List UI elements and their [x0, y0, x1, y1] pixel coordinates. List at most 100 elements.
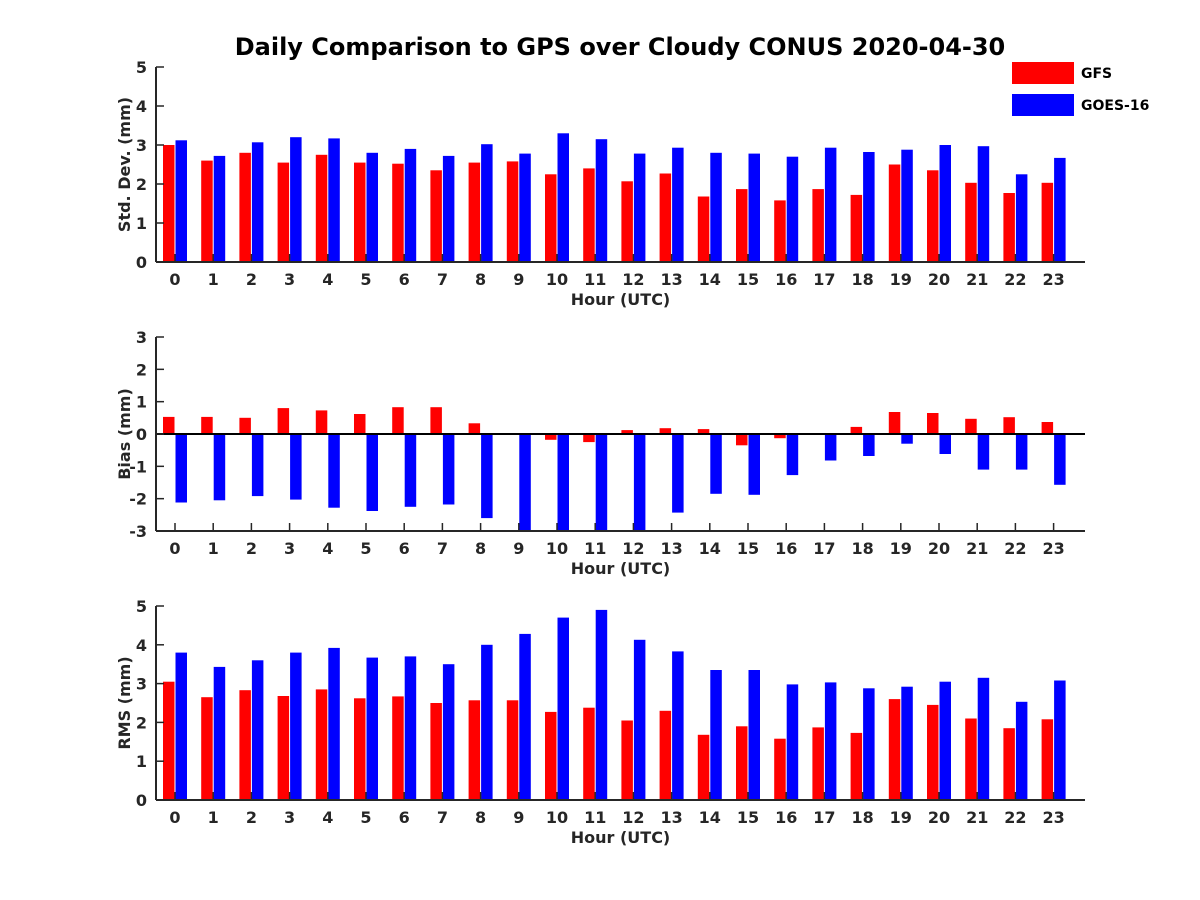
bar-goes-16-hour-13	[672, 147, 684, 262]
bar-goes-16-hour-0	[175, 140, 187, 262]
bar-gfs-hour-11	[583, 168, 595, 262]
x-tick-label: 11	[584, 808, 606, 827]
bar-goes-16-hour-6	[404, 148, 417, 262]
bar-goes-16-hour-19	[901, 686, 913, 800]
y-tick-label: 5	[136, 597, 147, 616]
y-tick-label: 1	[136, 393, 147, 412]
bar-goes-16-hour-23	[1054, 680, 1066, 800]
bar-goes-16-hour-4	[328, 434, 340, 508]
bar-gfs-hour-1	[201, 160, 213, 262]
x-tick-label: 11	[584, 270, 606, 289]
bar-goes-16-hour-22	[1015, 174, 1028, 263]
x-tick-label: 3	[284, 270, 295, 289]
x-tick-label: 1	[208, 539, 219, 558]
y-tick-label: 0	[136, 791, 147, 810]
bar-gfs-hour-0	[163, 145, 175, 262]
y-axis-label: RMS (mm)	[115, 656, 134, 749]
bar-gfs-hour-6	[392, 407, 404, 434]
bar-goes-16-hour-22	[1015, 434, 1028, 470]
bar-gfs-hour-12	[621, 720, 633, 800]
bar-goes-16-hour-21	[977, 434, 990, 470]
bar-gfs-hour-14	[697, 196, 710, 262]
bar-goes-16-hour-18	[863, 688, 875, 800]
bar-gfs-hour-4	[315, 154, 328, 263]
x-tick-label: 17	[813, 539, 835, 558]
chart-title: Daily Comparison to GPS over Cloudy CONU…	[235, 33, 1006, 61]
bar-goes-16-hour-12	[633, 639, 646, 800]
bar-goes-16-hour-11	[595, 139, 608, 262]
bar-goes-16-hour-15	[748, 434, 760, 495]
bar-goes-16-hour-4	[328, 647, 340, 800]
bar-gfs-hour-13	[659, 710, 672, 800]
x-tick-label: 13	[660, 270, 682, 289]
bar-gfs-hour-4	[315, 689, 328, 800]
x-tick-label: 23	[1042, 808, 1064, 827]
x-tick-label: 2	[246, 808, 257, 827]
bar-gfs-hour-15	[736, 189, 748, 262]
bar-gfs-hour-18	[850, 732, 863, 800]
x-tick-label: 5	[360, 539, 371, 558]
y-tick-label: 2	[136, 713, 147, 732]
bar-goes-16-hour-13	[672, 651, 684, 800]
bar-goes-16-hour-19	[901, 149, 913, 262]
bar-goes-16-hour-17	[824, 434, 837, 461]
x-tick-label: 5	[360, 808, 371, 827]
x-tick-label: 3	[284, 808, 295, 827]
x-tick-label: 13	[660, 539, 682, 558]
x-tick-label: 1	[208, 808, 219, 827]
x-tick-label: 22	[1004, 808, 1026, 827]
bar-gfs-hour-21	[965, 182, 977, 262]
bar-gfs-hour-12	[621, 430, 633, 434]
bar-goes-16-hour-7	[442, 155, 455, 262]
x-axis-label: Hour (UTC)	[571, 559, 671, 578]
bar-goes-16-hour-1	[213, 434, 226, 501]
bar-goes-16-hour-7	[442, 434, 455, 505]
y-tick-label: 3	[136, 136, 147, 155]
bar-gfs-hour-19	[888, 164, 901, 262]
y-tick-label: 4	[136, 97, 147, 116]
x-tick-label: 18	[851, 270, 873, 289]
bar-gfs-hour-13	[659, 173, 672, 262]
x-tick-label: 19	[890, 808, 912, 827]
x-tick-label: 12	[622, 539, 644, 558]
x-tick-label: 10	[546, 270, 568, 289]
x-tick-label: 14	[699, 270, 721, 289]
bar-gfs-hour-20	[927, 170, 939, 262]
bar-gfs-hour-14	[697, 734, 710, 800]
bar-goes-16-hour-14	[710, 434, 722, 494]
x-tick-label: 14	[699, 808, 721, 827]
x-tick-label: 20	[928, 539, 950, 558]
bar-goes-16-hour-15	[748, 153, 760, 262]
bar-gfs-hour-9	[506, 161, 519, 262]
bar-gfs-hour-6	[392, 696, 404, 800]
bar-gfs-hour-18	[850, 426, 863, 434]
bar-goes-16-hour-0	[175, 434, 187, 503]
bar-gfs-hour-11	[583, 434, 595, 443]
bar-goes-16-hour-10	[557, 434, 569, 531]
bar-goes-16-hour-0	[175, 652, 187, 800]
bar-gfs-hour-3	[277, 696, 290, 800]
bar-goes-16-hour-6	[404, 656, 417, 800]
bar-gfs-hour-16	[774, 738, 786, 800]
bar-goes-16-hour-17	[824, 682, 837, 800]
y-tick-label: 3	[136, 675, 147, 694]
y-tick-label: 4	[136, 636, 147, 655]
bar-gfs-hour-7	[430, 407, 442, 434]
y-tick-label: 2	[136, 175, 147, 194]
bar-gfs-hour-11	[583, 707, 595, 800]
bar-goes-16-hour-20	[939, 434, 951, 454]
bar-goes-16-hour-9	[519, 633, 531, 800]
x-tick-label: 6	[399, 539, 410, 558]
x-tick-label: 2	[246, 539, 257, 558]
x-tick-label: 13	[660, 808, 682, 827]
bar-gfs-hour-8	[468, 700, 481, 800]
bar-gfs-hour-22	[1003, 728, 1015, 800]
bar-goes-16-hour-13	[672, 434, 684, 513]
bar-gfs-hour-15	[736, 726, 748, 800]
x-tick-label: 15	[737, 539, 759, 558]
bar-gfs-hour-7	[430, 703, 442, 800]
bar-goes-16-hour-5	[366, 657, 378, 800]
